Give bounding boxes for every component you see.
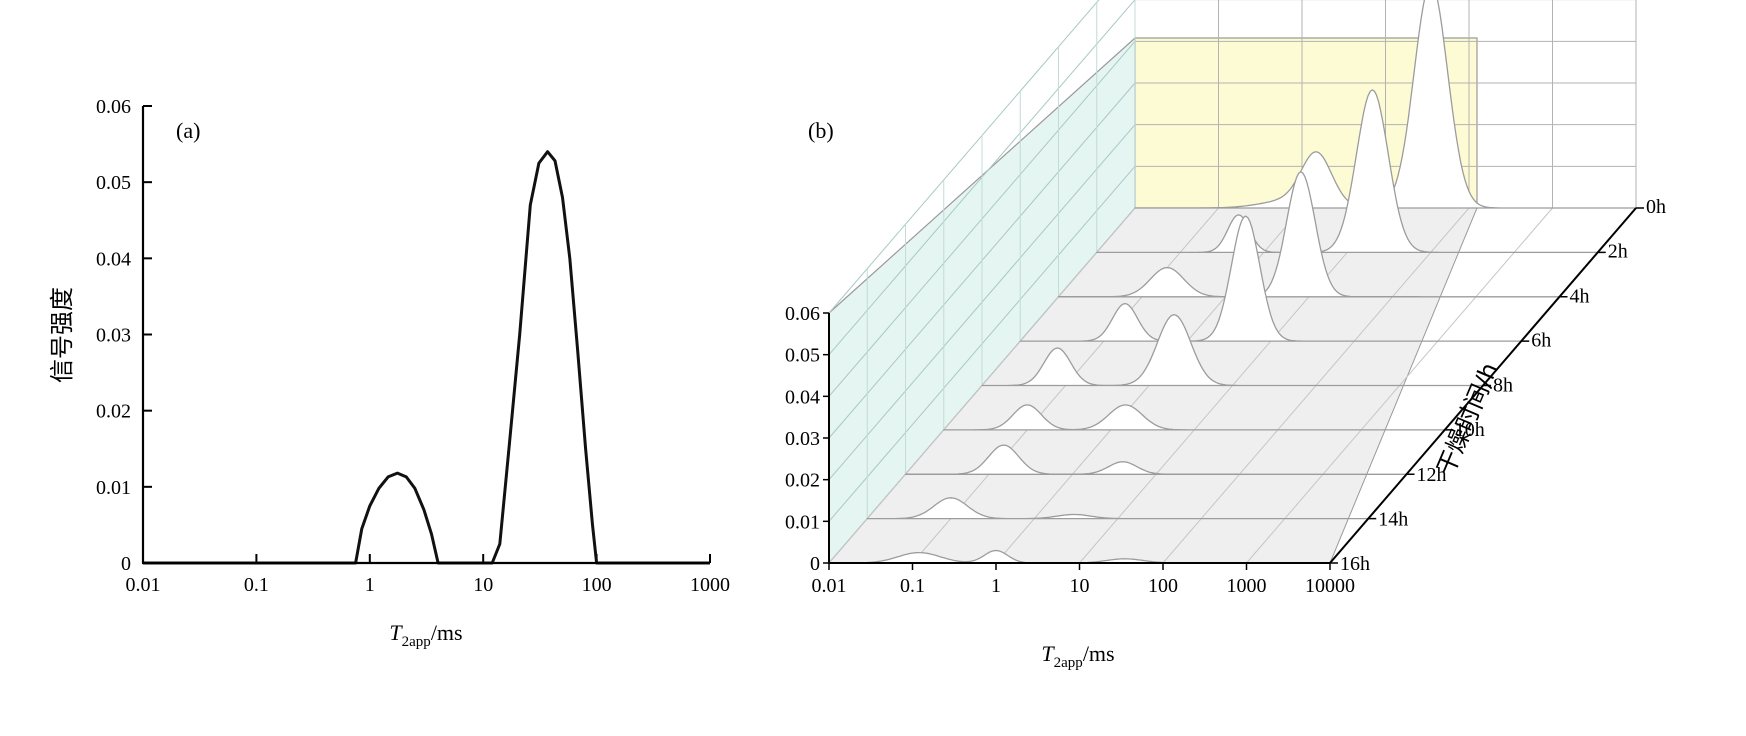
series-slice-4h bbox=[1057, 171, 1561, 298]
panel-b-depth-label: 干燥时间/h bbox=[1431, 358, 1503, 479]
panel-a-signal-curve bbox=[143, 150, 710, 565]
panel-b-x-tick-label: 0.01 bbox=[812, 575, 847, 597]
panel-b-x-tick-label: 1000 bbox=[1227, 575, 1267, 597]
panel-a-x-tick-label: 1 bbox=[365, 574, 375, 596]
panel-b-depth-tick-label: 12h bbox=[1417, 464, 1447, 486]
panel-a-ylabel: 信号强度 bbox=[48, 287, 76, 383]
panel-b-z-tick-label: 0.05 bbox=[785, 345, 820, 367]
panel-a-x-tick-label: 0.01 bbox=[126, 574, 161, 596]
series-slice-6h bbox=[1019, 215, 1522, 342]
panel-b-depth-tick-label: 14h bbox=[1378, 508, 1408, 530]
panel-b-depth-tick-label: 0h bbox=[1646, 196, 1666, 218]
panel-b-z-tick-label: 0.03 bbox=[785, 428, 820, 450]
panel-a-label: (a) bbox=[176, 118, 200, 143]
panel-a-y-tick-label: 0.03 bbox=[96, 325, 131, 347]
panel-a: 0.01 0.1 1 10 100 100000.010.020.030.040.050.… bbox=[48, 96, 730, 650]
panel-b-label: (b) bbox=[808, 118, 834, 143]
series-slice-12h bbox=[904, 444, 1408, 475]
panel-b-depth-tick-label: 4h bbox=[1570, 285, 1590, 307]
panel-b-x-tick-label: 1 bbox=[991, 575, 1001, 597]
panel-a-y-tick-label: 0 bbox=[121, 553, 131, 575]
series-slice-10h bbox=[943, 404, 1446, 431]
panel-b-z-tick-label: 0 bbox=[810, 553, 820, 575]
panel-a-y-tick-label: 0.06 bbox=[96, 96, 131, 118]
panel-b-z-tick-label: 0.02 bbox=[785, 470, 820, 492]
panel-b-x-tick-label: 10000 bbox=[1305, 575, 1355, 597]
panel-b-xlabel: T2app/ms bbox=[1041, 641, 1114, 671]
panel-a-y-tick-label: 0.01 bbox=[96, 477, 131, 499]
panel-b-x-tick-label: 0.1 bbox=[900, 575, 925, 597]
panel-a-x-tick-label: 1000 bbox=[690, 574, 730, 596]
panel-a-x-tick-label: 10 bbox=[473, 574, 493, 596]
panel-a-x-tick-label: 100 bbox=[582, 574, 612, 596]
panel-b-depth-tick-label: 6h bbox=[1531, 330, 1551, 352]
panel-b-x-tick-label: 100 bbox=[1148, 575, 1178, 597]
series-slice-8h bbox=[981, 314, 1484, 387]
panel-b-depth-tick-label: 10h bbox=[1455, 419, 1485, 441]
panel-b-depth-tick-label: 2h bbox=[1608, 241, 1628, 263]
panel-b-x-tick-label: 10 bbox=[1070, 575, 1090, 597]
panel-a-y-tick-label: 0.04 bbox=[96, 248, 131, 270]
panel-a-x-tick-label: 0.1 bbox=[244, 574, 269, 596]
panel-b-z-tick-label: 0.04 bbox=[785, 386, 820, 408]
panel-a-y-tick-label: 0.02 bbox=[96, 401, 131, 423]
panel-b-depth-tick-label: 16h bbox=[1340, 553, 1370, 575]
panel-b-depth-tick-label: 8h bbox=[1493, 374, 1513, 396]
panel-b-z-tick-label: 0.06 bbox=[785, 303, 820, 325]
panel-b: 0.01 0.1 1 10 100 1000 1000000.010.020.030.040… bbox=[785, 0, 1666, 671]
panel-a-xlabel: T2app/ms bbox=[389, 620, 462, 650]
panel-b-z-tick-label: 0.01 bbox=[785, 511, 820, 533]
series-slice-14h bbox=[866, 497, 1369, 520]
series-slice-2h bbox=[1096, 89, 1599, 254]
panel-a-y-tick-label: 0.05 bbox=[96, 172, 131, 194]
